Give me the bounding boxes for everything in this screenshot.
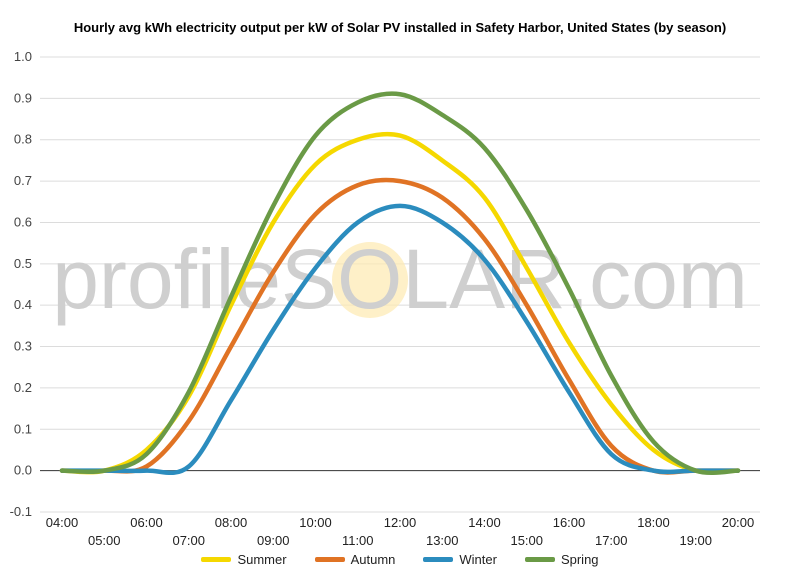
x-tick-label: 18:00 bbox=[637, 515, 670, 530]
y-tick-label: 1.0 bbox=[14, 49, 32, 64]
x-tick-label: 09:00 bbox=[257, 533, 290, 545]
y-tick-label: 0.3 bbox=[14, 339, 32, 354]
x-tick-label: 05:00 bbox=[88, 533, 121, 545]
y-tick-label: 0.6 bbox=[14, 214, 32, 229]
series-line-winter bbox=[59, 203, 741, 476]
y-tick-label: 0.8 bbox=[14, 132, 32, 147]
y-tick-label: 0.7 bbox=[14, 173, 32, 188]
x-tick-label: 19:00 bbox=[679, 533, 712, 545]
legend-item-autumn[interactable]: Autumn bbox=[314, 550, 396, 568]
x-tick-label: 07:00 bbox=[172, 533, 205, 545]
legend-swatch bbox=[201, 556, 232, 562]
y-tick-label: 0.5 bbox=[14, 256, 32, 271]
x-tick-label: 15:00 bbox=[510, 533, 543, 545]
y-tick-label: 0.9 bbox=[14, 90, 32, 105]
x-tick-label: 06:00 bbox=[130, 515, 163, 530]
y-tick-label: 0.4 bbox=[14, 297, 32, 312]
x-tick-label: 13:00 bbox=[426, 533, 459, 545]
legend-swatch bbox=[314, 556, 345, 562]
chart-plot: profileSOLAR.com -0.1 0.0 0.1 0.2 0.3 0.4 0.5 0… bbox=[10, 49, 760, 545]
y-tick-label: -0.1 bbox=[10, 504, 32, 519]
y-tick-label: 0.2 bbox=[14, 380, 32, 395]
chart-title: Hourly avg kWh electricity output per kW… bbox=[73, 20, 727, 35]
legend: Summer Autumn Winter Spring bbox=[0, 550, 800, 568]
series-lines bbox=[59, 91, 741, 476]
watermark-text: profileSOLAR.com bbox=[52, 232, 748, 326]
legend-label: Summer bbox=[237, 551, 287, 567]
legend-label: Spring bbox=[560, 551, 599, 567]
x-tick-label: 17:00 bbox=[595, 533, 628, 545]
y-axis-ticks: -0.1 0.0 0.1 0.2 0.3 0.4 0.5 0.6 0.7 0.8 0.9 1.0 bbox=[10, 49, 32, 519]
legend-label: Autumn bbox=[350, 551, 396, 567]
x-axis-ticks: 04:00 05:00 06:00 07:00 08:00 09:00 10:00 11:00… bbox=[46, 515, 755, 545]
x-tick-label: 10:00 bbox=[299, 515, 332, 530]
x-tick-label: 14:00 bbox=[468, 515, 501, 530]
watermark-sun-icon bbox=[332, 242, 408, 318]
x-tick-label: 04:00 bbox=[46, 515, 79, 530]
watermark: profileSOLAR.com bbox=[52, 232, 748, 326]
x-tick-label: 20:00 bbox=[722, 515, 755, 530]
y-tick-label: 0.0 bbox=[14, 463, 32, 478]
legend-swatch bbox=[423, 556, 454, 562]
x-tick-label: 12:00 bbox=[384, 515, 417, 530]
legend-swatch bbox=[524, 556, 555, 562]
legend-item-summer[interactable]: Summer bbox=[201, 550, 287, 568]
x-tick-label: 16:00 bbox=[553, 515, 586, 530]
legend-item-winter[interactable]: Winter bbox=[423, 550, 497, 568]
x-tick-label: 08:00 bbox=[215, 515, 248, 530]
y-tick-label: 0.1 bbox=[14, 421, 32, 436]
legend-label: Winter bbox=[459, 551, 497, 567]
legend-item-spring[interactable]: Spring bbox=[524, 550, 599, 568]
x-tick-label: 11:00 bbox=[342, 533, 374, 545]
series-line-autumn bbox=[59, 177, 741, 475]
series-line-spring bbox=[59, 91, 741, 476]
